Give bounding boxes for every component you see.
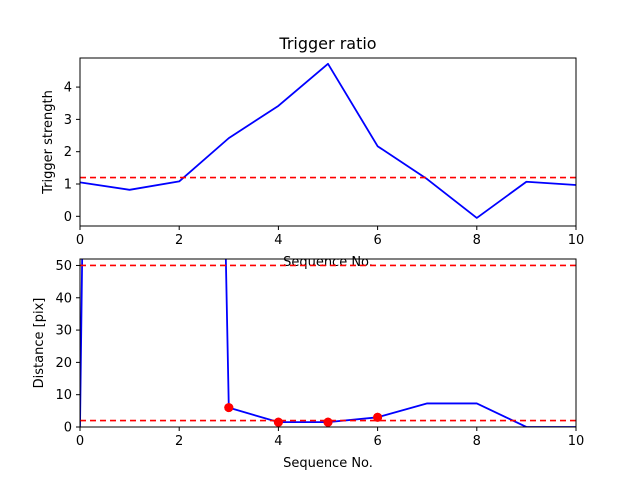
x-tick-label: 10	[568, 434, 585, 449]
y-tick-label: 4	[64, 81, 72, 96]
x-tick-label: 10	[568, 233, 585, 248]
x-tick-label: 0	[76, 233, 84, 248]
x-tick-label: 4	[274, 233, 282, 248]
y-tick-label: 10	[55, 388, 72, 403]
x-axis-label-bottom: Sequence No.	[283, 456, 373, 471]
axes-frame	[79, 258, 577, 428]
y-axis-label-bottom: Distance [pix]	[32, 298, 47, 389]
plot-area-top: 0 2 4 6 8 10 0 1 2 3 4	[64, 57, 585, 248]
axes-frame	[79, 57, 577, 227]
x-tick-label: 0	[76, 434, 84, 449]
plot-area-bottom: 0 2 4 6 8 10 0 10 20 30 40 50	[55, 258, 585, 449]
plot-content	[80, 62, 576, 219]
plot-content	[80, 259, 576, 427]
x-tick-label: 2	[175, 233, 183, 248]
y-tick-label: 3	[64, 113, 72, 128]
data-point-marker	[273, 417, 283, 427]
y-tick-label: 40	[55, 291, 72, 306]
y-tick-label: 2	[64, 145, 72, 160]
chart-title: Trigger ratio	[278, 34, 376, 53]
y-tick-label: 30	[55, 324, 72, 339]
x-tick-label: 4	[274, 434, 282, 449]
y-axis-label-top: Trigger strength	[41, 90, 56, 195]
series-line	[80, 62, 576, 219]
data-point-marker	[373, 412, 383, 422]
y-tick-label: 0	[64, 421, 72, 436]
y-tick-label: 50	[55, 259, 72, 274]
data-point-marker	[224, 403, 234, 413]
y-tick-label: 20	[55, 356, 72, 371]
x-tick-label: 8	[473, 233, 481, 248]
x-tick-label: 2	[175, 434, 183, 449]
x-tick-label: 8	[473, 434, 481, 449]
subplot-distance: Sequence No. Distance [pix] 0 2 4 6 8 10 0 10 20…	[32, 258, 585, 471]
x-tick-label: 6	[373, 233, 381, 248]
data-point-marker	[323, 417, 333, 427]
y-tick-label: 0	[64, 210, 72, 225]
y-tick-label: 1	[64, 178, 72, 193]
x-tick-label: 6	[373, 434, 381, 449]
subplot-trigger-ratio: Trigger ratio Sequence No. Trigger stren…	[41, 34, 584, 270]
x-axis-label-top: Sequence No.	[283, 255, 373, 270]
